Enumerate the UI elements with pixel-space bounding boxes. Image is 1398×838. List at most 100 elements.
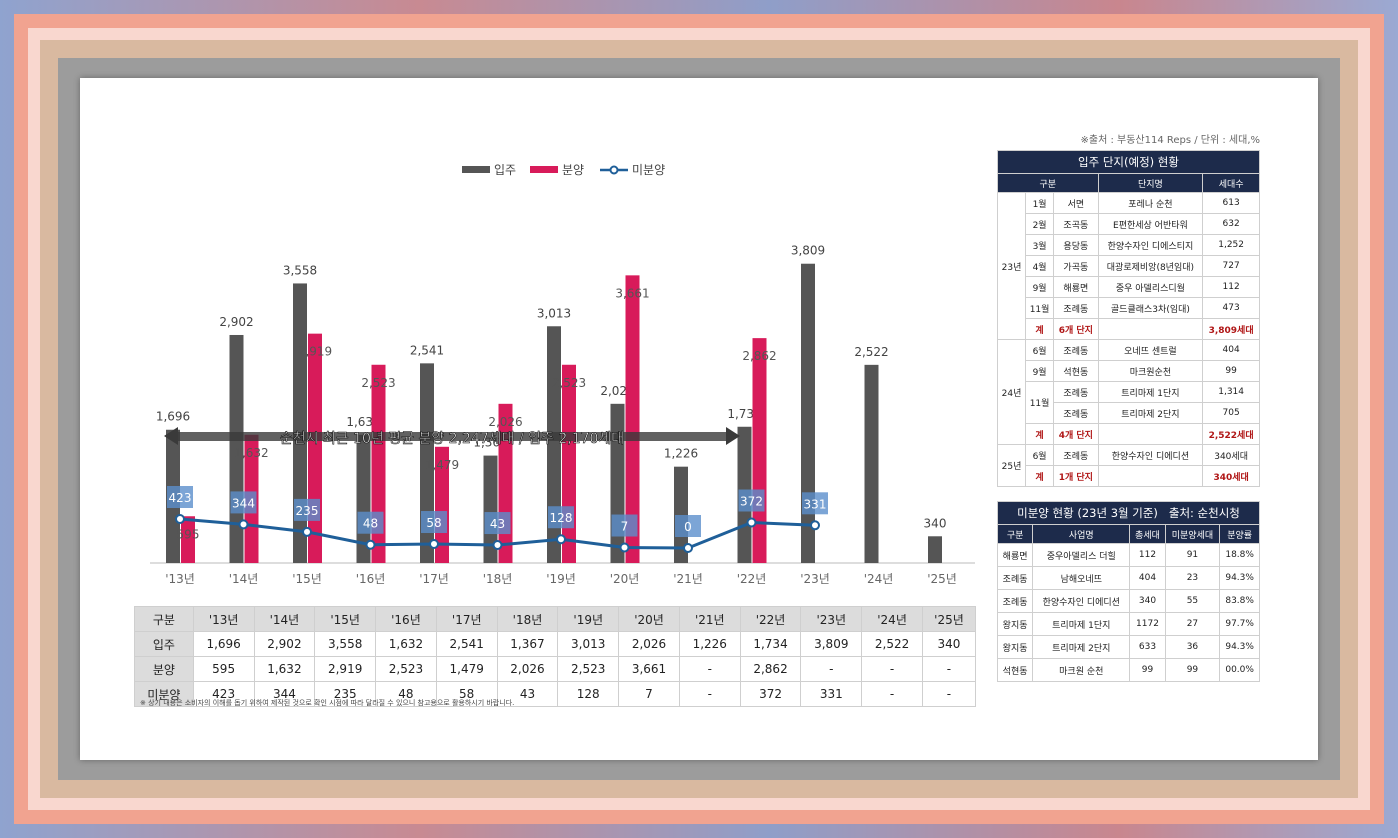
- bar-label-sale: 1,632: [234, 446, 268, 460]
- move-in-row: 3월 용당동 한양수자인 디에스티지 1,252: [998, 234, 1260, 256]
- unsold-table: 미분양 현황 (23년 3월 기준) 출처: 순천시청 구분 사업명 총세대 미분양세…: [996, 501, 1260, 682]
- legend-swatch: [462, 166, 490, 173]
- move-in-row: 25년 6월 조례동 한양수자인 디에디션 340세대: [996, 444, 1260, 487]
- area-cell: 해룡면: [1053, 276, 1099, 298]
- x-tick-label: '15년: [292, 572, 322, 586]
- x-tick-label: '14년: [229, 572, 259, 586]
- unsold-label-box: [611, 514, 638, 537]
- bar-move-in: [547, 326, 561, 563]
- unsold-point: [746, 517, 757, 528]
- move-in-row: 11월 조례동 골드클래스3차(임대) 473: [998, 297, 1260, 319]
- total-empty: [1097, 423, 1204, 445]
- unsold-point: [175, 514, 185, 524]
- bar-move-in: [928, 536, 942, 563]
- annotation-arrow-right: [726, 427, 740, 445]
- unsold-header-cell: 사업명: [1032, 524, 1131, 544]
- month-cell: 9월: [1025, 360, 1055, 382]
- bar-label-sale: 2,919: [298, 345, 332, 359]
- legend-label: 미분양: [632, 163, 665, 177]
- data-table-header-cell: '20년: [618, 606, 680, 632]
- bar-label-move-in: 1,226: [664, 447, 698, 461]
- unsold-cell: 남해오네뜨: [1032, 566, 1131, 590]
- unsold-row: 석현동 마크원 순천 99 99 00.0%: [996, 658, 1260, 682]
- unsold-header-cell: 구분: [996, 524, 1034, 544]
- units-cell: 613: [1202, 192, 1260, 214]
- unsold-point: [365, 539, 376, 550]
- unsold-label-box: [675, 515, 701, 537]
- move-in-table: 입주 단지(예정) 현황 구분 단지명 세대수 23년 1월 서면 포레나 순천 613…: [996, 150, 1260, 487]
- data-table-cell: -: [861, 681, 923, 707]
- unsold-label-box: [167, 486, 193, 508]
- x-tick-label: '22년: [737, 572, 767, 586]
- data-table-cell: 128: [557, 681, 620, 707]
- unsold-header-cell: 미분양세대: [1164, 524, 1221, 544]
- data-table-cell: 1,367: [496, 631, 559, 657]
- complex-name-cell: E편한세상 어반타워: [1097, 213, 1204, 235]
- complex-name-cell: 한양수자인 디에디션: [1097, 444, 1204, 466]
- data-table-header-cell: '21년: [678, 606, 741, 632]
- data-table-header-cell: '23년: [800, 606, 863, 632]
- move-in-header-name: 단지명: [1097, 173, 1204, 193]
- unsold-cell: 112: [1129, 543, 1166, 567]
- data-table-cell: 1,696: [192, 631, 255, 657]
- move-in-table-title: 입주 단지(예정) 현황: [997, 150, 1260, 174]
- unsold-table-title: 미분양 현황 (23년 3월 기준) 출처: 순천시청: [997, 501, 1260, 525]
- units-cell: 632: [1202, 213, 1260, 235]
- complex-name-cell: 중우 아델리스디월: [1097, 276, 1204, 298]
- year-cell: 23년: [996, 192, 1027, 340]
- unsold-label: 128: [550, 511, 573, 525]
- bar-label-move-in: 1,696: [156, 410, 190, 424]
- unsold-cell: 해룡면: [996, 543, 1034, 567]
- x-tick-label: '13년: [165, 572, 195, 586]
- unsold-point: [302, 526, 312, 537]
- move-in-row: 11월 조례동 트리마제 1단지 1,314: [998, 381, 1260, 424]
- x-tick-label: '24년: [864, 572, 894, 586]
- units-cell: 705: [1202, 402, 1260, 424]
- unsold-cell: 18.8%: [1219, 543, 1260, 567]
- data-table-cell: -: [678, 656, 741, 682]
- unsold-cell: 99: [1129, 658, 1166, 682]
- units-cell: 112: [1202, 276, 1260, 298]
- month-cell: 6월: [1025, 444, 1055, 466]
- units-cell: 1,252: [1202, 234, 1260, 256]
- unsold-cell: 91: [1164, 543, 1221, 567]
- unsold-label-box: [484, 512, 511, 535]
- unsold-cell: 조례동: [996, 566, 1034, 590]
- area-cell: 가곡동: [1053, 255, 1099, 277]
- complex-name-cell: 포레나 순천: [1097, 192, 1204, 214]
- bar-move-in: [674, 466, 688, 563]
- unsold-cell: 94.3%: [1219, 635, 1260, 659]
- data-table-cell: 3,809: [800, 631, 863, 657]
- unsold-cell: 마크원 순천: [1032, 658, 1131, 682]
- unsold-label-box: [294, 498, 320, 521]
- bar-label-sale: 2,026: [488, 415, 522, 429]
- bar-sale: [625, 275, 640, 563]
- bar-label-sale: 2,523: [552, 376, 586, 390]
- complex-name-cell: 트리마제 1단지: [1097, 381, 1204, 403]
- unsold-cell: 36: [1164, 635, 1221, 659]
- disclaimer-note: ※ 상기 내용은 소비자의 이해를 돕기 위하여 제작된 것으로 확인 시점에 …: [140, 699, 515, 707]
- unsold-point: [238, 519, 249, 530]
- unsold-row: 해룡면 중우아델리스 더힐 112 91 18.8%: [996, 543, 1260, 567]
- month-cell: 2월: [1025, 213, 1055, 235]
- unsold-label: 58: [426, 516, 441, 530]
- bar-label-sale: 2,523: [361, 376, 395, 390]
- unsold-label: 344: [232, 496, 255, 510]
- complex-name-cell: 대광로제비앙(8년임대): [1097, 255, 1204, 277]
- unsold-cell: 633: [1129, 635, 1166, 659]
- data-table-cell: 340: [921, 631, 977, 657]
- bar-move-in: [483, 455, 498, 563]
- data-table-header-cell: '22년: [739, 606, 802, 632]
- unsold-cell: 왕지동: [996, 612, 1034, 636]
- bar-label-sale: 2,862: [742, 349, 776, 363]
- units-cell: 340세대: [1202, 444, 1260, 466]
- area-cell: 조례동: [1053, 339, 1099, 361]
- data-table-header-cell: '19년: [557, 606, 620, 632]
- total-units: 3,809세대: [1202, 318, 1260, 340]
- data-table-cell: 7: [618, 681, 680, 707]
- unsold-point: [810, 520, 820, 531]
- unsold-label: 7: [621, 520, 629, 534]
- unsold-cell: 00.0%: [1219, 658, 1260, 682]
- data-table-cell: 3,558: [314, 631, 377, 657]
